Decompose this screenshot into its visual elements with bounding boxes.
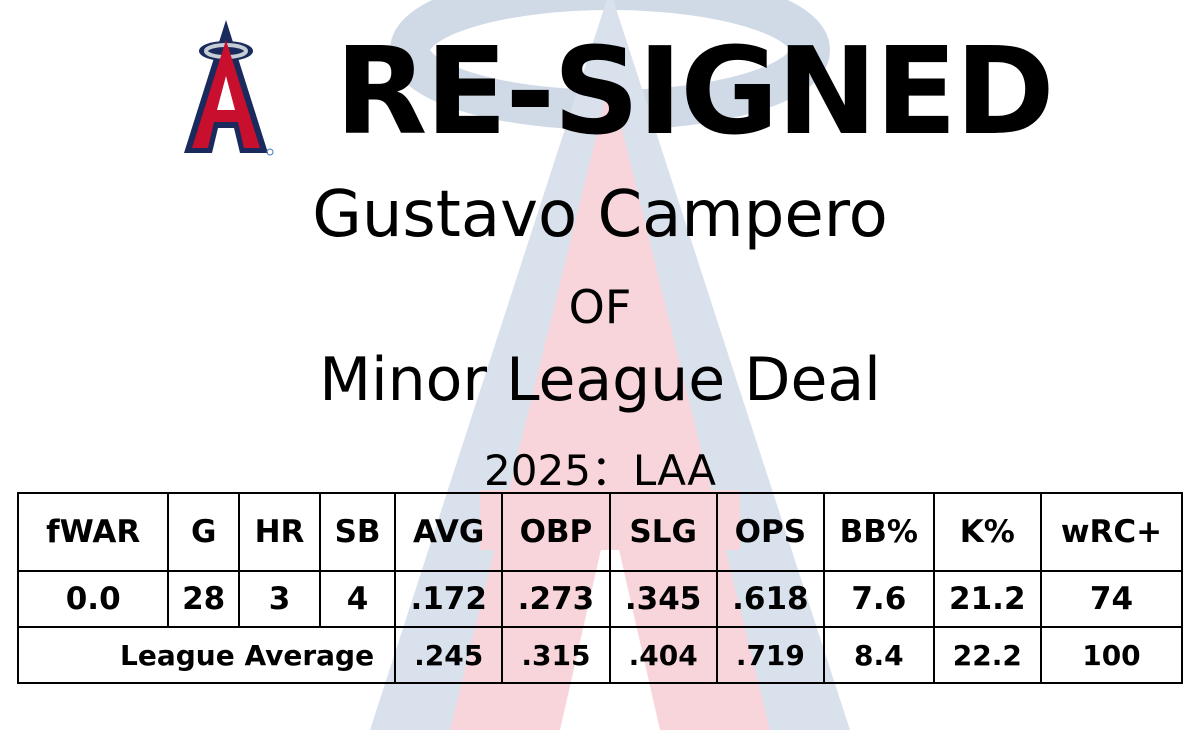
header-cell: OBP bbox=[501, 492, 611, 572]
league-cell: .404 bbox=[608, 626, 718, 684]
header-cell: BB% bbox=[822, 492, 935, 572]
header-cell: K% bbox=[932, 492, 1042, 572]
stat-cell: 3 bbox=[237, 570, 322, 628]
header-cell: HR bbox=[237, 492, 322, 572]
stat-cell: 74 bbox=[1039, 570, 1184, 628]
stat-cell: 0.0 bbox=[16, 570, 170, 628]
player-name: Gustavo Campero bbox=[312, 178, 888, 252]
league-cell: .315 bbox=[501, 626, 611, 684]
league-cell: 22.2 bbox=[932, 626, 1042, 684]
stat-cell: .273 bbox=[501, 570, 611, 628]
header-row: fWAR G HR SB AVG OBP SLG OPS BB% K% wRC+ bbox=[16, 492, 1184, 572]
header-cell: AVG bbox=[394, 492, 504, 572]
player-stats-row: 0.0 28 3 4 .172 .273 .345 .618 7.6 21.2 … bbox=[16, 570, 1184, 628]
stat-cell: 21.2 bbox=[932, 570, 1042, 628]
league-cell: 8.4 bbox=[822, 626, 935, 684]
league-average-row: League Average .245 .315 .404 .719 8.4 2… bbox=[16, 626, 1184, 684]
season-team: 2025：LAA bbox=[484, 446, 716, 495]
league-average-label: League Average bbox=[16, 626, 397, 684]
stat-cell: 28 bbox=[167, 570, 240, 628]
header-cell: SB bbox=[319, 492, 397, 572]
header-cell: fWAR bbox=[16, 492, 170, 572]
contract-type: Minor League Deal bbox=[319, 345, 881, 415]
stat-cell: 7.6 bbox=[822, 570, 935, 628]
angels-logo bbox=[184, 20, 274, 156]
headline: RE-SIGNED bbox=[335, 23, 1055, 162]
stat-cell: .172 bbox=[394, 570, 504, 628]
stat-cell: .618 bbox=[715, 570, 825, 628]
header-cell: G bbox=[167, 492, 240, 572]
stats-table: fWAR G HR SB AVG OBP SLG OPS BB% K% wRC+… bbox=[16, 492, 1184, 684]
league-cell: .719 bbox=[715, 626, 825, 684]
header-cell: SLG bbox=[608, 492, 718, 572]
player-position: OF bbox=[568, 280, 632, 334]
header-cell: OPS bbox=[715, 492, 825, 572]
stat-cell: 4 bbox=[319, 570, 397, 628]
league-cell: 100 bbox=[1039, 626, 1184, 684]
stat-cell: .345 bbox=[608, 570, 718, 628]
league-cell: .245 bbox=[394, 626, 504, 684]
header-cell: wRC+ bbox=[1039, 492, 1184, 572]
